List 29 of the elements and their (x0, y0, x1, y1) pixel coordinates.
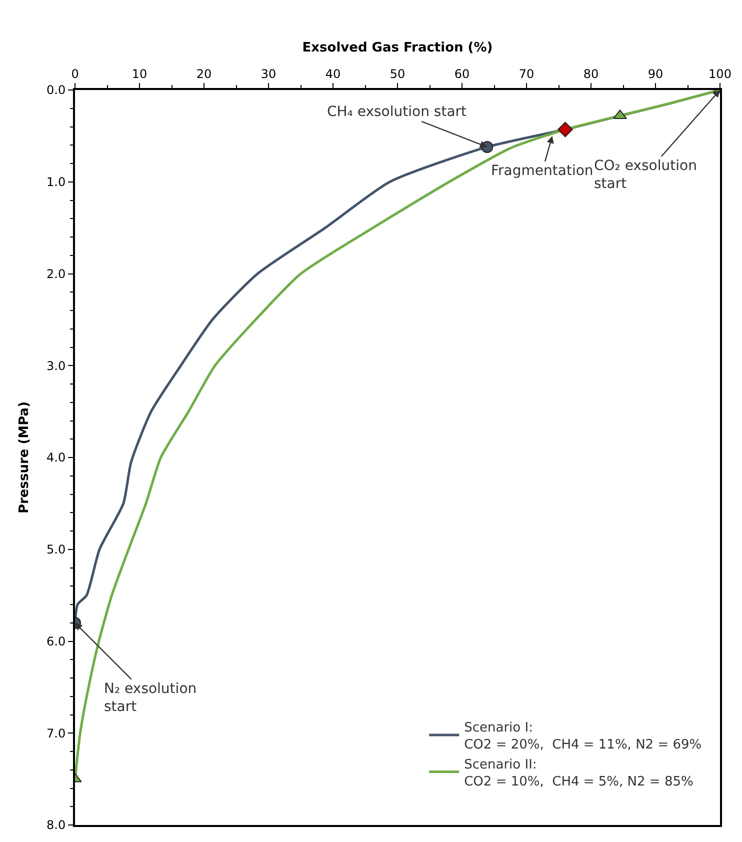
y-tick-label: 3.0 (46, 358, 66, 373)
x-tick-label: 50 (390, 67, 406, 82)
y-tick-label: 1.0 (46, 175, 66, 190)
y-tick-label: 4.0 (46, 450, 66, 465)
x-tick-label: 100 (708, 67, 732, 82)
annotation: N₂ exsolution start (104, 681, 197, 716)
x-tick-label: 80 (583, 67, 599, 82)
x-tick-label: 20 (196, 67, 212, 82)
x-tick-label: 40 (325, 67, 341, 82)
x-tick-label: 70 (518, 67, 534, 82)
annotation: CH₄ exsolution start (327, 104, 468, 120)
y-tick-label: 6.0 (46, 634, 66, 648)
legend-label: Scenario II: CO2 = 10%, CH4 = 5%, N2 = 85% (464, 757, 694, 790)
x-tick-label: 60 (454, 67, 470, 82)
x-tick-label: 0 (71, 67, 79, 82)
y-tick-label: 0.0 (46, 83, 66, 98)
annotation: Fragmentation (491, 163, 594, 179)
y-tick-label: 8.0 (46, 818, 66, 832)
x-tick-label: 30 (260, 67, 276, 82)
annotation: CO₂ exsolution start (594, 158, 697, 192)
x-axis-title: Exsolved Gas Fraction (%) (302, 40, 493, 56)
y-tick-label: 2.0 (46, 266, 66, 281)
y-axis-title: Pressure (MPa) (16, 401, 32, 514)
point (558, 122, 573, 138)
legend-label: Scenario I: CO2 = 20%, CH4 = 11%, N2 = 69% (464, 720, 702, 753)
x-tick-label: 10 (132, 67, 148, 82)
y-tick-label: 7.0 (46, 726, 66, 740)
y-tick-label: 5.0 (46, 542, 66, 557)
x-tick-label: 90 (648, 67, 664, 82)
